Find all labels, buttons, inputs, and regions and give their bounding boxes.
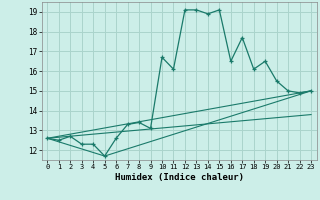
X-axis label: Humidex (Indice chaleur): Humidex (Indice chaleur) (115, 173, 244, 182)
